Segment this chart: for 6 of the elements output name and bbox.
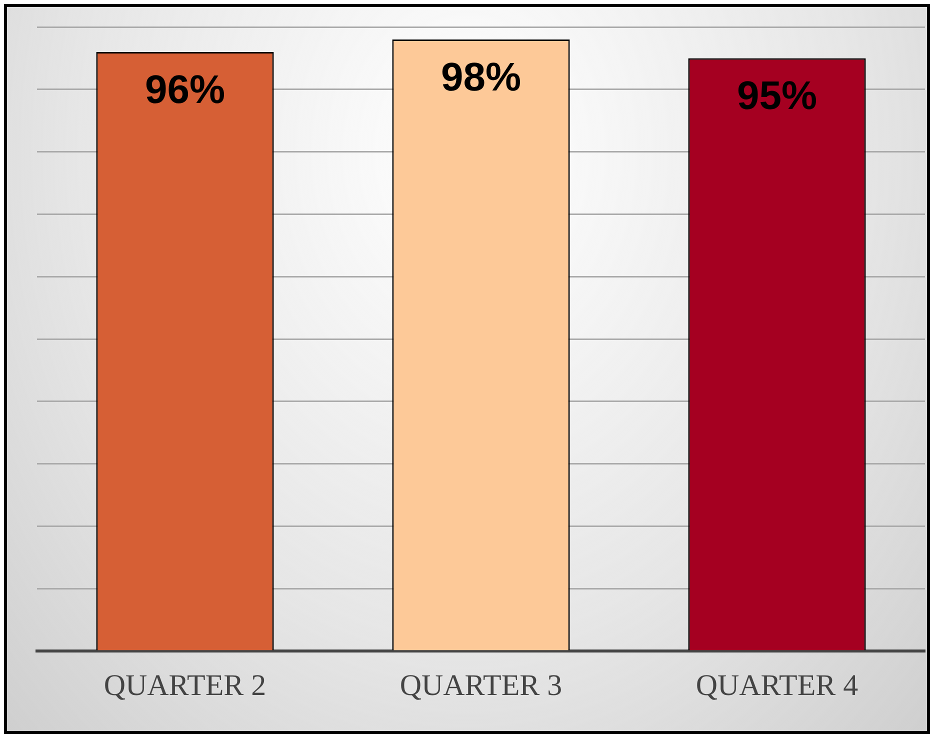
x-tick-label: QUARTER 3 bbox=[400, 668, 562, 702]
data-label: 98% bbox=[440, 56, 522, 100]
x-tick-label: QUARTER 4 bbox=[696, 668, 858, 702]
data-label: 95% bbox=[736, 74, 818, 118]
data-label: 96% bbox=[144, 68, 226, 112]
x-tick-label: QUARTER 2 bbox=[104, 668, 266, 702]
